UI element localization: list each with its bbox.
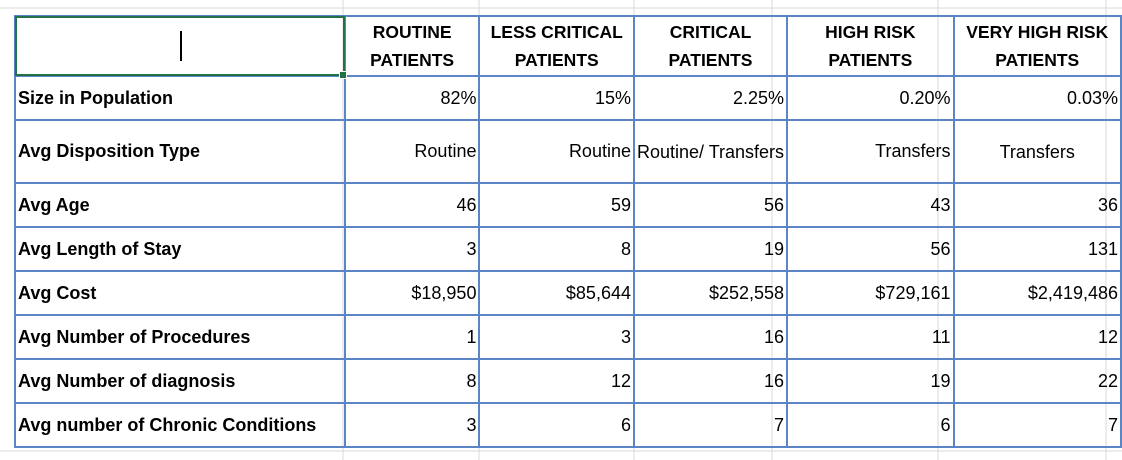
table-row: Avg Disposition Type Routine Routine Rou… (14, 119, 1122, 184)
table-cell[interactable]: Transfers (952, 119, 1122, 184)
row-label[interactable]: Avg Age (14, 182, 346, 228)
table-cell[interactable]: 12 (478, 358, 635, 404)
column-header[interactable]: LESS CRITICAL PATIENTS (478, 15, 635, 77)
table-row: Avg Length of Stay 3 8 19 56 131 (14, 226, 1122, 272)
table-cell[interactable]: 22 (952, 358, 1122, 404)
table-cell[interactable]: 82% (343, 75, 481, 121)
column-header[interactable]: ROUTINE PATIENTS (343, 15, 481, 77)
header-row: ROUTINE PATIENTS LESS CRITICAL PATIENTS … (14, 15, 1122, 77)
table-cell[interactable]: 56 (632, 182, 789, 228)
table-cell[interactable]: $2,419,486 (952, 270, 1122, 316)
row-label[interactable]: Size in Population (14, 75, 346, 121)
table-row: Size in Population 82% 15% 2.25% 0.20% 0… (14, 75, 1122, 121)
table-row: Avg Cost $18,950 $85,644 $252,558 $729,1… (14, 270, 1122, 316)
table-cell[interactable]: $85,644 (478, 270, 635, 316)
table-cell[interactable]: Routine/ Transfers (632, 119, 789, 184)
table-cell[interactable]: 7 (952, 402, 1122, 448)
selection-fill-handle[interactable] (339, 71, 347, 79)
table-cell[interactable]: Routine (343, 119, 481, 184)
column-header[interactable]: HIGH RISK PATIENTS (786, 15, 955, 77)
row-label[interactable]: Avg number of Chronic Conditions (14, 402, 346, 448)
table-cell[interactable]: $18,950 (343, 270, 481, 316)
row-label[interactable]: Avg Cost (14, 270, 346, 316)
table-cell[interactable]: 46 (343, 182, 481, 228)
table-cell[interactable]: 3 (478, 314, 635, 360)
table-row: Avg number of Chronic Conditions 3 6 7 6… (14, 402, 1122, 448)
table-cell[interactable]: $252,558 (632, 270, 789, 316)
table-row: Avg Age 46 59 56 43 36 (14, 182, 1122, 228)
row-label[interactable]: Avg Length of Stay (14, 226, 346, 272)
table-cell[interactable]: 8 (343, 358, 481, 404)
table-cell[interactable]: 16 (632, 358, 789, 404)
data-table: ROUTINE PATIENTS LESS CRITICAL PATIENTS … (14, 15, 1122, 448)
table-cell[interactable]: 43 (786, 182, 955, 228)
table-cell[interactable]: Transfers (786, 119, 955, 184)
row-label[interactable]: Avg Number of diagnosis (14, 358, 346, 404)
table-cell[interactable]: 1 (343, 314, 481, 360)
table-cell[interactable]: 7 (632, 402, 789, 448)
row-label[interactable]: Avg Disposition Type (14, 119, 346, 184)
text-cursor (179, 31, 182, 62)
table-row: Avg Number of Procedures 1 3 16 11 12 (14, 314, 1122, 360)
table-cell[interactable]: 6 (786, 402, 955, 448)
selected-cell-a1[interactable] (14, 15, 346, 77)
table-cell[interactable]: 19 (786, 358, 955, 404)
column-header[interactable]: VERY HIGH RISK PATIENTS (952, 15, 1122, 77)
column-header[interactable]: CRITICAL PATIENTS (632, 15, 789, 77)
table-cell[interactable]: 6 (478, 402, 635, 448)
table-cell[interactable]: 59 (478, 182, 635, 228)
table-cell[interactable]: 11 (786, 314, 955, 360)
table-cell[interactable]: 2.25% (632, 75, 789, 121)
table-cell[interactable]: 56 (786, 226, 955, 272)
table-cell[interactable]: Routine (478, 119, 635, 184)
table-cell[interactable]: 131 (952, 226, 1122, 272)
table-cell[interactable]: 16 (632, 314, 789, 360)
table-cell[interactable]: 12 (952, 314, 1122, 360)
row-label[interactable]: Avg Number of Procedures (14, 314, 346, 360)
table-cell[interactable]: $729,161 (786, 270, 955, 316)
table-row: Avg Number of diagnosis 8 12 16 19 22 (14, 358, 1122, 404)
table-cell[interactable]: 3 (343, 226, 481, 272)
table-cell[interactable]: 19 (632, 226, 789, 272)
table-cell[interactable]: 15% (478, 75, 635, 121)
table-cell[interactable]: 3 (343, 402, 481, 448)
table-cell[interactable]: 8 (478, 226, 635, 272)
table-cell[interactable]: 36 (952, 182, 1122, 228)
table-cell[interactable]: 0.20% (786, 75, 955, 121)
table-cell[interactable]: 0.03% (952, 75, 1122, 121)
